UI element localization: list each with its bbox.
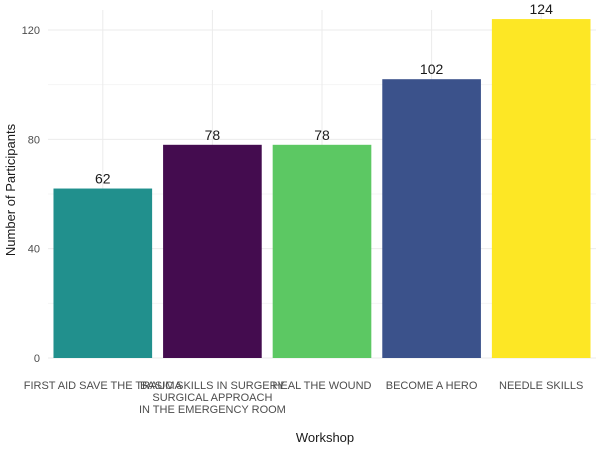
- bars: [53, 19, 591, 359]
- bar: [53, 188, 153, 358]
- x-tick-label: IN THE EMERGENCY ROOM: [139, 404, 286, 416]
- bar: [163, 144, 262, 358]
- bar: [382, 79, 481, 358]
- x-tick-label: HEAL THE WOUND: [272, 380, 371, 392]
- y-axis-ticks: 0 40 80 120: [22, 25, 40, 365]
- y-tick-label: 40: [28, 244, 40, 256]
- y-tick-label: 0: [34, 353, 40, 365]
- y-tick-label: 80: [28, 134, 40, 146]
- data-label: 62: [95, 171, 111, 187]
- bar: [272, 144, 372, 358]
- data-label: 78: [205, 127, 221, 143]
- x-tick-label: FIRST AID SAVE THE TRAUMA: [24, 380, 183, 392]
- x-tick-label: BASIC SKILLS IN SURGERY: [140, 380, 285, 392]
- value-labels: 62 78 78 102 124: [95, 1, 553, 186]
- bar: [491, 19, 591, 359]
- data-label: 78: [314, 127, 330, 143]
- y-axis-title: Number of Participants: [3, 123, 18, 256]
- x-tick-label: NEEDLE SKILLS: [499, 380, 583, 392]
- x-tick-label: BECOME A HERO: [386, 380, 478, 392]
- x-tick-label: SURGICAL APPROACH: [152, 392, 272, 404]
- data-label: 124: [530, 1, 554, 17]
- y-tick-label: 120: [22, 25, 40, 37]
- data-label: 102: [420, 61, 444, 77]
- x-axis-title: Workshop: [296, 430, 354, 445]
